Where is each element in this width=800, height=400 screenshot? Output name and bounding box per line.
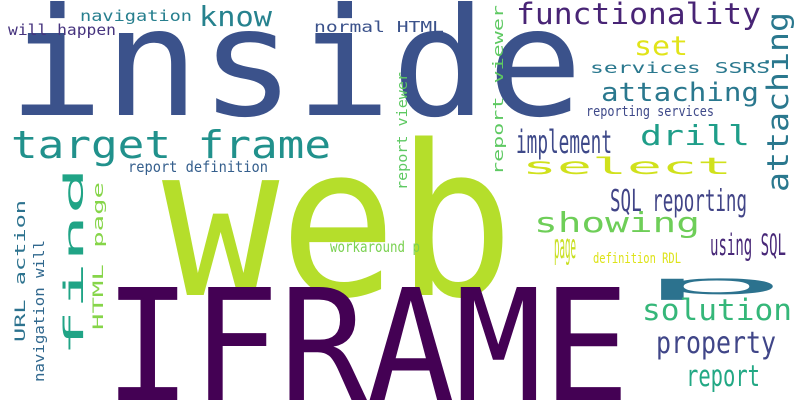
- word-chart-elements: navigation will: [32, 240, 48, 382]
- word-inside: inside: [8, 0, 583, 151]
- word-target-frame: target frame: [11, 123, 331, 167]
- word-report: property: [656, 326, 776, 361]
- word-sql-reporting: select: [522, 154, 732, 180]
- word-set: set: [634, 31, 688, 62]
- word-workaround-p: report viewer: [395, 72, 411, 190]
- word-using-sql: showing: [534, 206, 700, 239]
- word-p: page: [554, 227, 576, 267]
- word-attaching: attaching: [601, 78, 759, 108]
- word-solution: p: [638, 268, 788, 301]
- word-services-ssrs: normal HTML: [314, 18, 444, 36]
- word-web: web: [162, 100, 514, 345]
- word-select: drill: [640, 119, 750, 152]
- word-iframe: IFRAME: [104, 256, 630, 400]
- word-drill: implement: [516, 123, 612, 161]
- word-property: solution: [642, 293, 792, 327]
- word-html-page: workaround p: [330, 238, 420, 256]
- word-report-viewer: reporting services: [586, 104, 714, 120]
- word-viewer-control: URL action: [13, 200, 29, 342]
- word-normal-html: will happen: [8, 21, 116, 39]
- word-navigation: find: [59, 167, 90, 357]
- word-find: report: [686, 359, 760, 393]
- word-implement: attaching: [761, 12, 795, 192]
- word-page: using SQL: [710, 228, 786, 262]
- word-functionality: functionality: [516, 0, 761, 31]
- word-url-action: definition RDL: [593, 251, 681, 267]
- word-showing: SQL reporting: [610, 184, 747, 219]
- word-reporting-services: services SSRS: [590, 59, 770, 77]
- word-report-definition: report viewer: [491, 5, 507, 175]
- word-navigation-will: HTML page: [91, 182, 107, 330]
- word-will-happen: navigation: [80, 7, 192, 25]
- word-know: know: [199, 0, 272, 33]
- word-definition-rdl: report definition: [128, 158, 268, 176]
